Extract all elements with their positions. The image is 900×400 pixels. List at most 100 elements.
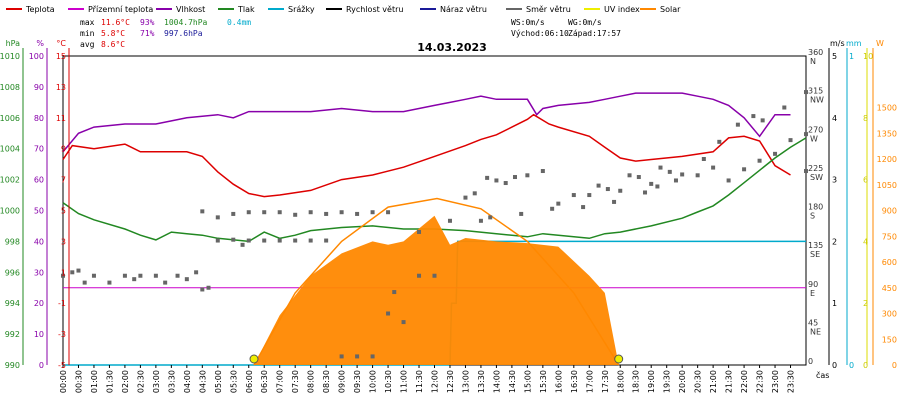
w-tick: 0 (892, 361, 897, 370)
x-tick-label: 11:00 (400, 370, 409, 393)
stats-block: max 11.6°C 93% 1004.7hPa 0.4mm min 5.8°C… (80, 18, 621, 49)
wind-dir-point (200, 287, 205, 292)
hpa-axis-unit: hPa (6, 39, 21, 48)
w-tick: 1200 (877, 155, 897, 164)
wind-dir-point (788, 138, 793, 143)
stat-max-label: max (80, 18, 95, 27)
wind-dir-point (324, 211, 329, 216)
degc-axis-tick: 9 (61, 145, 66, 154)
x-tick-label: 02:30 (136, 370, 145, 393)
x-tick-label: 14:30 (508, 370, 517, 393)
dir-compass-label: N (810, 57, 816, 66)
stat-wg: WG:0m/s (568, 18, 602, 27)
sun-marker (249, 354, 259, 364)
x-tick-label: 16:00 (554, 370, 563, 393)
degc-axis-tick: -3 (58, 330, 66, 339)
ms-unit: m/s (830, 39, 845, 48)
x-tick-label: 06:30 (260, 370, 269, 393)
wind-dir-point (612, 199, 617, 204)
degc-axis-tick: 5 (61, 207, 66, 216)
stat-avg-temp: 8.6°C (101, 40, 125, 49)
wind-dir-point (519, 211, 524, 216)
wind-dir-point (695, 173, 700, 178)
wind-dir-point (138, 273, 143, 278)
wind-dir-point (240, 242, 245, 247)
x-tick-label: 15:30 (539, 370, 548, 393)
hpa-axis-tick: 1010 (0, 52, 20, 61)
degc-axis-unit: °C (56, 39, 66, 48)
x-tick-label: 14:00 (492, 370, 501, 393)
w-unit: W (876, 39, 884, 48)
ms-tick: 2 (832, 237, 837, 246)
wind-dir-point (215, 215, 220, 220)
dir-compass-label: NE (810, 327, 821, 336)
wind-dir-point (70, 270, 75, 275)
pct-axis-tick: 100 (29, 52, 44, 61)
wind-dir-point (596, 183, 601, 188)
wind-dir-point (194, 270, 199, 275)
ms-tick: 4 (832, 114, 837, 123)
dir-compass-label: W (810, 134, 818, 143)
series-teplota (62, 113, 791, 198)
wind-dir-point (61, 273, 65, 278)
x-tick-label: 01:00 (90, 370, 99, 393)
hpa-axis-tick: 1008 (0, 83, 20, 92)
x-axis-label: čas (816, 370, 829, 380)
w-tick: 1350 (877, 129, 897, 138)
legend-label: Rychlost větru (346, 5, 403, 14)
wind-dir-point (717, 139, 722, 144)
uv-tick: 10 (863, 52, 873, 61)
dir-tick: 315 (808, 87, 823, 96)
w-tick: 150 (882, 335, 897, 344)
ms-tick: 3 (832, 176, 837, 185)
wind-dir-point (82, 280, 87, 285)
x-tick-label: 17:30 (601, 370, 610, 393)
wind-dir-point (355, 211, 360, 216)
legend-label: Teplota (25, 5, 55, 14)
hpa-axis-tick: 992 (5, 330, 20, 339)
x-tick-label: 13:00 (461, 370, 470, 393)
x-tick-label: 21:30 (725, 370, 734, 393)
stat-sunset: Západ:17:57 (568, 29, 621, 38)
dir-compass-label: SE (810, 250, 820, 259)
wind-dir-point (525, 173, 530, 178)
wind-dir-point (401, 320, 406, 325)
wind-dir-point (262, 210, 267, 215)
legend: Teplota Přízemní teplota Vlhkost Tlak Srážky… (6, 5, 681, 14)
wind-dir-point (512, 175, 517, 180)
wind-dir-point (485, 175, 490, 180)
wind-dir-point (184, 277, 189, 282)
x-tick-label: 11:30 (415, 370, 424, 393)
x-tick-label: 05:30 (229, 370, 238, 393)
x-tick-label: 17:00 (585, 370, 594, 393)
plot-area (61, 55, 808, 366)
x-tick-label: 01:30 (105, 370, 114, 393)
pct-axis-tick: 50 (34, 207, 44, 216)
wind-dir-point (122, 273, 127, 278)
degc-axis-tick: 15 (56, 52, 66, 61)
x-tick-label: 15:00 (523, 370, 532, 393)
wind-dir-point (163, 280, 168, 285)
wind-dir-point (627, 173, 632, 178)
pct-axis-tick: 90 (34, 83, 44, 92)
legend-label: Srážky (288, 5, 315, 14)
w-tick: 750 (882, 232, 897, 241)
hpa-axis-tick: 1002 (0, 176, 20, 185)
w-tick: 1050 (877, 181, 897, 190)
wind-dir-point (643, 190, 648, 195)
mm-tick: 0 (849, 361, 854, 370)
wind-dir-point (742, 167, 747, 172)
wind-dir-point (472, 191, 477, 196)
dir-tick: 135 (808, 241, 823, 250)
wind-dir-point (370, 354, 375, 359)
dir-tick: 225 (808, 164, 823, 173)
x-tick-label: 12:30 (446, 370, 455, 393)
wind-dir-point (701, 157, 706, 161)
uv-tick: 2 (863, 299, 868, 308)
ms-tick: 0 (832, 361, 837, 370)
axes: 00:00 00:30 01:00 01:30 02:00 02:30 03:00 03:30… (0, 39, 897, 393)
wind-dir-point (488, 215, 493, 220)
wind-dir-point (246, 238, 251, 243)
stat-max-press: 1004.7hPa (164, 18, 208, 27)
